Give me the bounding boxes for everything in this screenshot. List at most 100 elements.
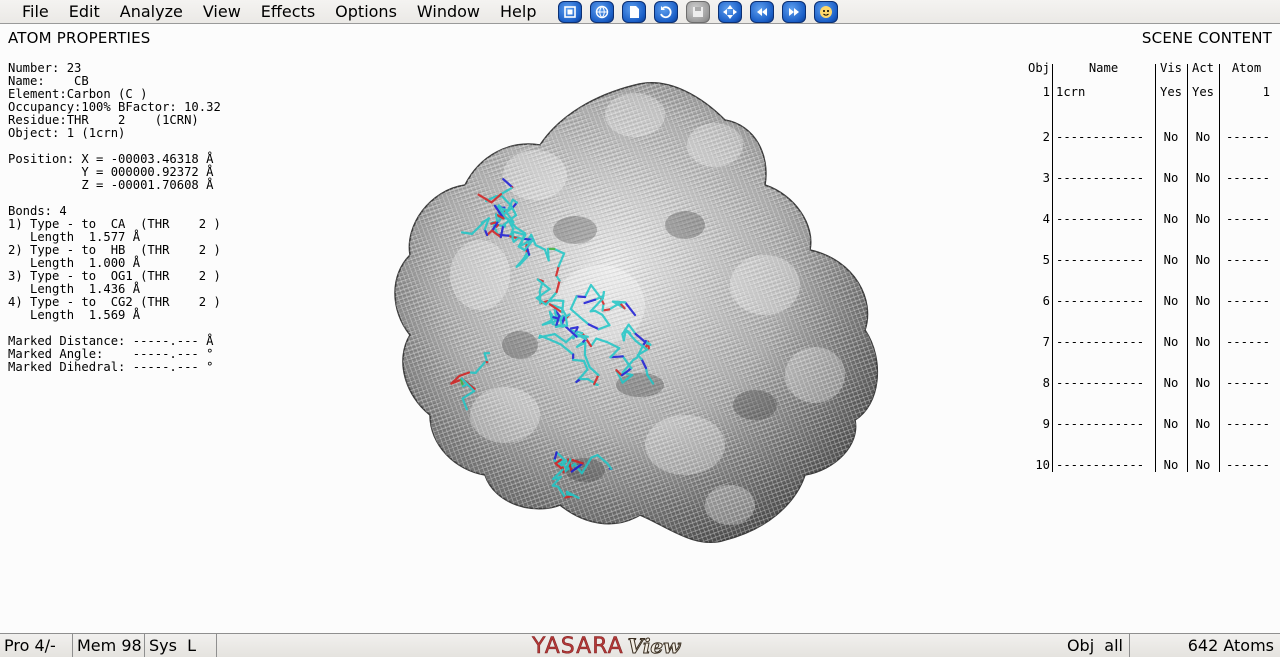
menu-edit[interactable]: Edit [68, 1, 100, 21]
yasara-view-logo: YASARA View [532, 634, 681, 657]
header-vis: Vis [1159, 61, 1182, 75]
menu-help[interactable]: Help [500, 1, 537, 21]
bond-stick [595, 337, 609, 344]
object-number: 3 [1042, 171, 1050, 185]
bond-stick [519, 232, 526, 247]
object-active: No [1195, 171, 1211, 185]
molecule-surface-view[interactable] [385, 75, 890, 555]
center-button[interactable] [718, 0, 743, 23]
bond-stick [490, 221, 499, 232]
atom-property-line: 3) Type - to OG1 (THR 2 ) [8, 269, 221, 283]
bond-stick [583, 456, 593, 471]
select-window-button[interactable] [558, 0, 583, 23]
bond-stick [553, 247, 566, 255]
save-button[interactable] [686, 0, 711, 23]
object-name: ------------ [1056, 212, 1145, 226]
scene-object-row[interactable]: 6 ------------ No No ------ [1022, 267, 1274, 308]
bond-stick [490, 193, 503, 204]
header-name: Name [1088, 61, 1119, 75]
rewind-button[interactable] [750, 0, 775, 23]
object-atom: 1 [1262, 84, 1270, 99]
bond-stick [460, 231, 474, 235]
object-number: 10 [1035, 458, 1050, 472]
bond-stick [493, 204, 505, 220]
object-number: 4 [1042, 212, 1050, 226]
bond-stick [543, 248, 550, 262]
scene-content-table: Obj Name Vis Act Atom 1 1crn Yes Yes 1 2 -----… [1022, 60, 1274, 472]
object-visible: Yes [1159, 84, 1182, 99]
atom-property-line: Name: CB [8, 74, 89, 88]
object-number: 2 [1042, 130, 1050, 144]
object-atom: ------ [1225, 376, 1270, 390]
menu-view[interactable]: View [202, 1, 241, 21]
bond-stick [490, 229, 502, 239]
status-atoms: 642 Atoms [1187, 636, 1274, 655]
menu-window[interactable]: Window [416, 1, 480, 21]
scene-object-row[interactable]: 7 ------------ No No ------ [1022, 308, 1274, 349]
bond-stick [494, 213, 499, 224]
scene-object-row[interactable]: 2 ------------ No No ------ [1022, 103, 1274, 144]
toolbar [558, 0, 839, 23]
object-visible: No [1163, 171, 1179, 185]
bond-stick [483, 217, 491, 231]
object-visible: No [1163, 130, 1179, 144]
fast-forward-button[interactable] [782, 0, 807, 23]
bond-stick [535, 288, 551, 300]
object-active: No [1195, 294, 1211, 308]
atom-property-line: 2) Type - to HB (THR 2 ) [8, 243, 221, 257]
bond-stick [554, 314, 561, 328]
bond-stick [458, 371, 471, 378]
bond-stick [594, 294, 605, 301]
bond-stick [615, 369, 623, 377]
bond-stick [564, 313, 569, 327]
scene-object-row[interactable]: 10 ------------ No No ------ [1022, 431, 1274, 472]
bond-stick [498, 206, 504, 216]
atom-property-line: 4) Type - to CG2 (THR 2 ) [8, 295, 221, 309]
bond-stick [539, 334, 552, 341]
scene-object-row[interactable]: 5 ------------ No No ------ [1022, 226, 1274, 267]
bond-stick [477, 193, 493, 204]
face-button[interactable] [814, 0, 839, 23]
bond-stick [576, 340, 585, 348]
rotate-button[interactable] [654, 0, 679, 23]
header-obj: Obj [1027, 61, 1050, 75]
scene-object-row[interactable]: 3 ------------ No No ------ [1022, 144, 1274, 185]
object-atom: ------ [1225, 294, 1270, 308]
object-number: 8 [1042, 376, 1050, 390]
new-document-button[interactable] [622, 0, 647, 23]
atom-property-line: Residue:THR 2 (1CRN) [8, 113, 199, 127]
globe-button[interactable] [590, 0, 615, 23]
bond-stick [609, 347, 621, 359]
bond-stick [624, 301, 637, 317]
scene-object-row[interactable]: 9 ------------ No No ------ [1022, 390, 1274, 431]
atom-property-line: Marked Angle: -----.--- ° [8, 347, 214, 361]
bond-stick [621, 355, 633, 370]
object-visible: No [1163, 335, 1179, 349]
bond-stick [601, 313, 611, 327]
bond-stick [555, 451, 567, 462]
object-name: ------------ [1056, 253, 1145, 267]
header-act: Act [1191, 61, 1214, 75]
atom-property-line: Length 1.577 Å [8, 230, 141, 244]
atom-property-line: Length 1.436 Å [8, 282, 141, 296]
bond-stick [620, 367, 633, 377]
bond-stick [583, 353, 591, 369]
bond-stick [601, 302, 605, 312]
bond-stick [589, 297, 604, 313]
menu-options[interactable]: Options [335, 1, 397, 21]
object-atom: ------ [1225, 130, 1270, 144]
object-active: No [1195, 376, 1211, 390]
menu-analyze[interactable]: Analyze [119, 1, 183, 21]
bond-stick [509, 227, 515, 238]
status-pro: Pro 4/- [0, 634, 73, 657]
scene-object-row[interactable]: 1 1crn Yes Yes 1 [1022, 80, 1274, 103]
menu-effects[interactable]: Effects [260, 1, 316, 21]
menu-file[interactable]: File [22, 1, 49, 21]
bond-stick [606, 341, 621, 350]
globe-icon [594, 4, 610, 20]
scene-object-row[interactable]: 8 ------------ No No ------ [1022, 349, 1274, 390]
scene-object-row[interactable]: 4 ------------ No No ------ [1022, 185, 1274, 226]
bond-stick [594, 309, 604, 316]
object-name: ------------ [1056, 294, 1145, 308]
bond-stick [562, 462, 576, 474]
